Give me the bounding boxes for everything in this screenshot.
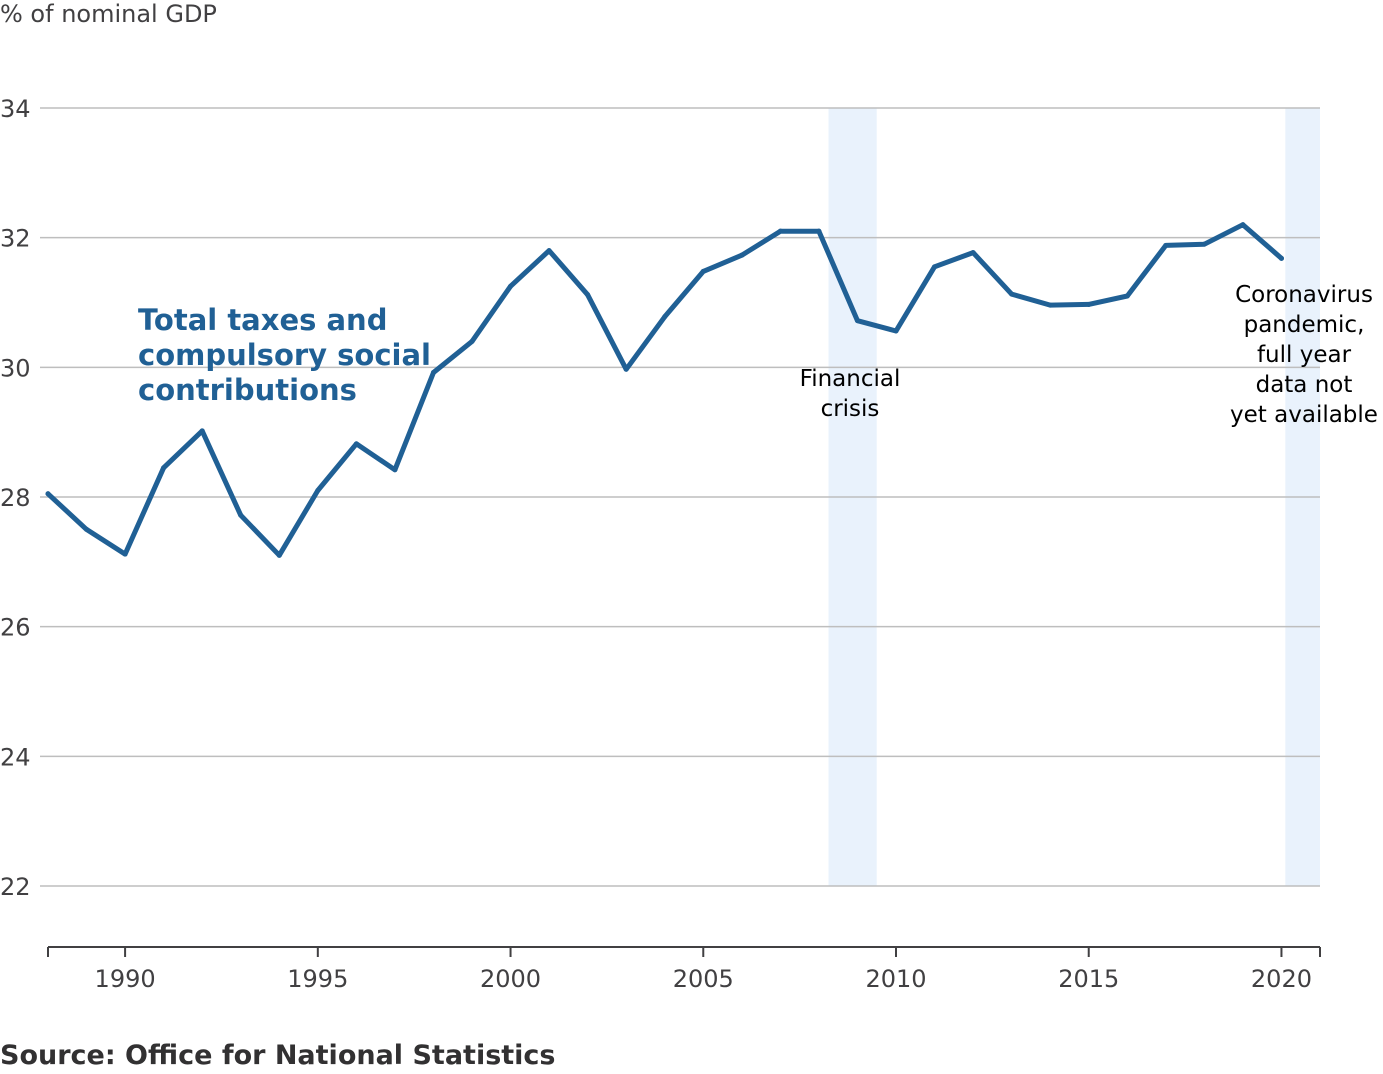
source-note: Source: Office for National Statistics — [0, 1040, 556, 1071]
y-tick-label-30: 30 — [0, 354, 31, 382]
y-axis-ticks: 22 24 26 28 30 32 34 — [0, 95, 31, 901]
x-tick-label-2015: 2015 — [1058, 965, 1119, 993]
y-tick-label-32: 32 — [0, 225, 31, 253]
data-point-2011 — [932, 264, 938, 270]
annotation-coronavirus-pandemic: Coronavirus pandemic, full year data not yet… — [1230, 282, 1378, 428]
series-label-total-taxes: Total taxes and compulsory social contribu… — [138, 303, 431, 407]
y-tick-label-22: 22 — [0, 873, 31, 901]
data-point-1994 — [276, 552, 282, 558]
data-point-2018 — [1201, 241, 1207, 247]
data-point-2020 — [1278, 255, 1284, 261]
data-point-2009 — [854, 318, 860, 324]
gridlines — [40, 107, 1320, 887]
data-point-1996 — [353, 441, 359, 447]
data-point-2005 — [700, 268, 706, 274]
data-point-2019 — [1240, 222, 1246, 228]
x-tick-label-2000: 2000 — [480, 965, 541, 993]
data-point-1998 — [430, 370, 436, 376]
y-tick-label-34: 34 — [0, 95, 31, 123]
x-tick-label-2010: 2010 — [865, 965, 926, 993]
data-point-2000 — [508, 283, 514, 289]
series-labels: Total taxes and compulsory social contribu… — [138, 303, 431, 407]
data-point-2008 — [816, 228, 822, 234]
data-point-1991 — [161, 465, 167, 471]
y-axis-unit-label: % of nominal GDP — [0, 0, 217, 28]
data-point-2006 — [739, 252, 745, 258]
data-point-2014 — [1047, 302, 1053, 308]
data-point-1990 — [122, 551, 128, 557]
x-tick-label-2020: 2020 — [1251, 965, 1312, 993]
y-tick-label-26: 26 — [0, 614, 31, 642]
x-tick-label-2005: 2005 — [673, 965, 734, 993]
annotation-financial-crisis: Financial crisis — [800, 366, 901, 422]
data-point-1995 — [315, 488, 321, 494]
data-point-2015 — [1086, 301, 1092, 307]
data-point-1988 — [45, 491, 51, 497]
data-point-2002 — [585, 292, 591, 298]
data-point-1999 — [469, 338, 475, 344]
data-point-1992 — [199, 428, 205, 434]
x-axis: 1990 1995 2000 2005 2010 2015 2020 — [47, 946, 1321, 993]
x-tick-label-1995: 1995 — [287, 965, 348, 993]
data-point-2003 — [623, 366, 629, 372]
y-tick-label-28: 28 — [0, 484, 31, 512]
data-point-2010 — [893, 328, 899, 334]
data-point-2013 — [1009, 291, 1015, 297]
series-lines — [45, 222, 1284, 558]
data-point-2007 — [777, 228, 783, 234]
data-point-1997 — [392, 467, 398, 473]
data-point-2017 — [1163, 242, 1169, 248]
data-point-1993 — [238, 512, 244, 518]
data-point-2001 — [546, 248, 552, 254]
x-tick-label-1990: 1990 — [95, 965, 156, 993]
data-point-2004 — [662, 314, 668, 320]
data-point-1989 — [84, 526, 90, 532]
data-point-2016 — [1124, 293, 1130, 299]
y-tick-label-24: 24 — [0, 743, 31, 771]
data-point-2012 — [970, 250, 976, 256]
annotations: Financial crisis Coronavirus pandemic, full … — [800, 282, 1378, 428]
